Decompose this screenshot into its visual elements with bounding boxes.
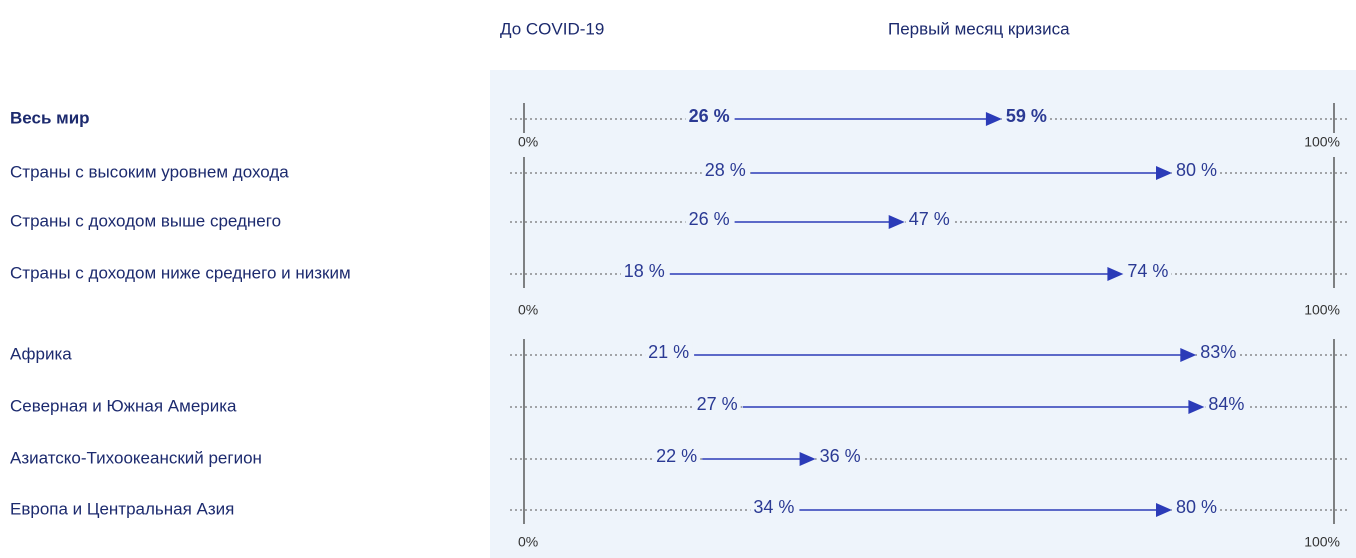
- arrow-head: [1156, 166, 1172, 180]
- end-value-label: 47 %: [909, 209, 950, 229]
- start-value-label: 28 %: [705, 160, 746, 180]
- x-tick-label: 100%: [1304, 534, 1340, 550]
- x-tick-label: 0%: [518, 134, 538, 150]
- category-label: Северная и Южная Америка: [10, 396, 237, 415]
- label-background: [685, 105, 733, 126]
- label-background: [1173, 496, 1221, 517]
- label-background: [620, 260, 668, 281]
- end-value-label: 84%: [1208, 394, 1244, 414]
- x-tick-label: 100%: [1304, 134, 1340, 150]
- label-background: [1002, 105, 1050, 126]
- label-background: [645, 341, 693, 362]
- start-value-label: 22 %: [656, 446, 697, 466]
- start-value-label: 26 %: [689, 106, 730, 126]
- label-background: [1173, 159, 1221, 180]
- category-label: Страны с высоким уровнем дохода: [10, 162, 289, 181]
- label-background: [1124, 260, 1172, 281]
- label-background: [685, 208, 733, 229]
- arrow-head: [1188, 400, 1205, 414]
- x-tick-label: 0%: [518, 302, 538, 318]
- arrow-head: [1156, 503, 1172, 517]
- end-value-label: 59 %: [1006, 106, 1047, 126]
- arrow-head: [888, 215, 905, 229]
- category-label: Страны с доходом ниже среднего и низким: [10, 263, 351, 282]
- end-value-label: 83%: [1200, 342, 1236, 362]
- label-background: [701, 159, 749, 180]
- start-value-label: 18 %: [624, 261, 665, 281]
- label-background: [750, 496, 798, 517]
- label-background: [816, 445, 864, 466]
- start-value-label: 26 %: [689, 209, 730, 229]
- legend-before: До COVID-19: [500, 19, 604, 38]
- label-background: [905, 208, 953, 229]
- start-value-label: 34 %: [753, 497, 794, 517]
- category-label: Страны с доходом выше среднего: [10, 211, 281, 230]
- arrow-head: [799, 452, 816, 466]
- end-value-label: 80 %: [1176, 160, 1217, 180]
- category-label: Азиатско-Тихоокеанский регион: [10, 448, 262, 467]
- category-label: Весь мир: [10, 108, 90, 127]
- end-value-label: 74 %: [1127, 261, 1168, 281]
- arrow-head: [1107, 267, 1124, 281]
- start-value-label: 21 %: [648, 342, 689, 362]
- x-tick-label: 100%: [1304, 302, 1340, 318]
- category-label: Африка: [10, 344, 72, 363]
- end-value-label: 80 %: [1176, 497, 1217, 517]
- start-value-label: 27 %: [697, 394, 738, 414]
- label-background: [1205, 393, 1248, 414]
- arrow-head: [1180, 348, 1197, 362]
- arrow-head: [985, 112, 1002, 126]
- legend-after: Первый месяц кризиса: [888, 19, 1070, 38]
- x-tick-label: 0%: [518, 534, 538, 550]
- category-label: Европа и Центральная Азия: [10, 499, 234, 518]
- label-background: [693, 393, 741, 414]
- label-background: [1197, 341, 1240, 362]
- end-value-label: 36 %: [820, 446, 861, 466]
- panel-background: [490, 70, 1356, 558]
- label-background: [653, 445, 701, 466]
